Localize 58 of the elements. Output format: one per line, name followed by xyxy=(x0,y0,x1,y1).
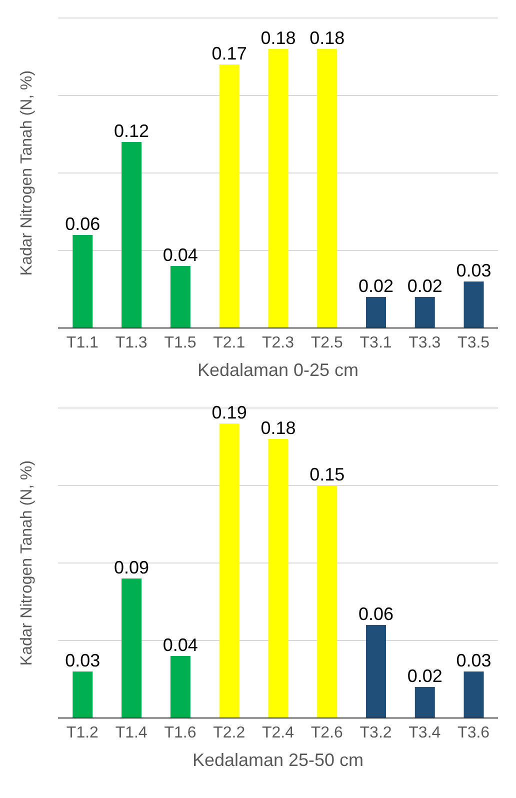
bar xyxy=(219,424,240,718)
data-label: 0.15 xyxy=(310,464,345,484)
x-tick-label: T2.2 xyxy=(213,724,246,742)
x-tick-label: T2.3 xyxy=(262,334,294,352)
x-tick-label: T1.6 xyxy=(164,724,196,742)
bar xyxy=(414,297,435,328)
bar xyxy=(464,282,484,328)
bar xyxy=(366,297,386,328)
bar xyxy=(317,49,338,328)
x-tick-label: T3.2 xyxy=(360,724,392,742)
bar xyxy=(170,266,190,328)
data-label: 0.18 xyxy=(310,28,345,48)
bar xyxy=(170,656,190,718)
data-label: 0.06 xyxy=(65,214,100,234)
bar xyxy=(72,672,93,718)
data-label: 0.17 xyxy=(212,44,247,64)
data-label: 0.03 xyxy=(65,650,100,670)
bar xyxy=(268,49,288,328)
x-tick-label: T3.6 xyxy=(458,724,490,742)
x-tick-label: T3.3 xyxy=(408,334,441,352)
data-label: 0.09 xyxy=(114,558,150,578)
x-tick-label: T1.5 xyxy=(164,334,196,352)
data-label: 0.02 xyxy=(407,666,442,686)
x-tick-label: T1.4 xyxy=(115,724,148,742)
y-axis-title: Kadar Nitrogen Tanah (N, %) xyxy=(18,70,36,276)
x-tick-label: T1.3 xyxy=(115,334,148,352)
x-tick-label: T1.1 xyxy=(66,334,99,352)
x-tick-label: T2.6 xyxy=(310,724,343,742)
data-label: 0.03 xyxy=(456,260,492,280)
bar xyxy=(122,578,142,718)
bar xyxy=(72,235,93,328)
x-tick-label: T2.4 xyxy=(262,724,294,742)
data-label: 0.18 xyxy=(260,418,296,438)
data-label: 0.02 xyxy=(358,276,394,296)
x-tick-label: T2.5 xyxy=(310,334,343,352)
data-label: 0.04 xyxy=(162,245,198,265)
data-label: 0.19 xyxy=(212,402,247,422)
data-label: 0.03 xyxy=(456,650,492,670)
x-tick-label: T2.1 xyxy=(213,334,246,352)
bar xyxy=(464,672,484,718)
x-axis-title: Kedalaman 25-50 cm xyxy=(192,750,364,770)
x-tick-label: T1.2 xyxy=(66,724,99,742)
data-label: 0.04 xyxy=(162,635,198,655)
data-label: 0.06 xyxy=(358,604,394,624)
x-axis-title: Kedalaman 0-25 cm xyxy=(197,360,359,380)
x-tick-label: T3.1 xyxy=(360,334,392,352)
bar xyxy=(414,687,435,718)
bar xyxy=(268,439,288,718)
y-axis-title: Kadar Nitrogen Tanah (N, %) xyxy=(18,460,36,666)
bar xyxy=(366,625,386,718)
bar xyxy=(317,486,338,718)
x-tick-label: T3.5 xyxy=(458,334,490,352)
bar xyxy=(219,64,240,328)
data-label: 0.02 xyxy=(407,276,442,296)
bar xyxy=(122,142,142,328)
data-label: 0.12 xyxy=(114,121,150,141)
data-label: 0.18 xyxy=(260,28,296,48)
x-tick-label: T3.4 xyxy=(408,724,441,742)
